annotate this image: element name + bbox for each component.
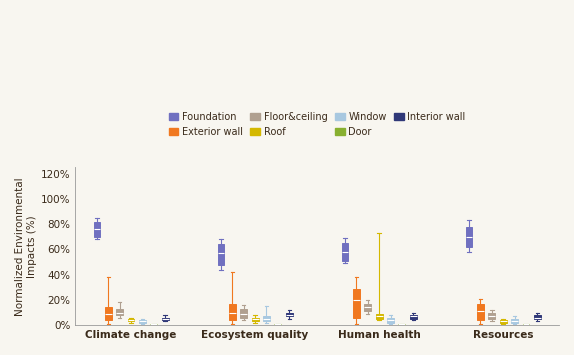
PathPatch shape [511, 319, 518, 323]
Y-axis label: Normalized Environmental
Impacts (%): Normalized Environmental Impacts (%) [15, 177, 37, 316]
PathPatch shape [139, 320, 146, 323]
PathPatch shape [534, 315, 541, 319]
PathPatch shape [94, 222, 100, 237]
PathPatch shape [117, 309, 123, 315]
PathPatch shape [488, 312, 495, 319]
PathPatch shape [387, 318, 394, 323]
PathPatch shape [162, 318, 169, 320]
PathPatch shape [376, 314, 382, 319]
PathPatch shape [342, 243, 348, 261]
PathPatch shape [477, 304, 484, 320]
PathPatch shape [241, 309, 247, 318]
Legend: Foundation, Exterior wall, Floor&ceiling, Roof, Window, Door, Interior wall: Foundation, Exterior wall, Floor&ceiling… [169, 112, 466, 137]
PathPatch shape [466, 226, 472, 247]
PathPatch shape [410, 315, 417, 319]
PathPatch shape [105, 307, 112, 320]
PathPatch shape [500, 320, 507, 323]
PathPatch shape [218, 244, 224, 264]
PathPatch shape [263, 316, 270, 321]
PathPatch shape [364, 304, 371, 311]
PathPatch shape [127, 319, 134, 321]
PathPatch shape [353, 289, 360, 318]
PathPatch shape [251, 318, 258, 321]
PathPatch shape [286, 312, 293, 316]
PathPatch shape [229, 304, 236, 320]
